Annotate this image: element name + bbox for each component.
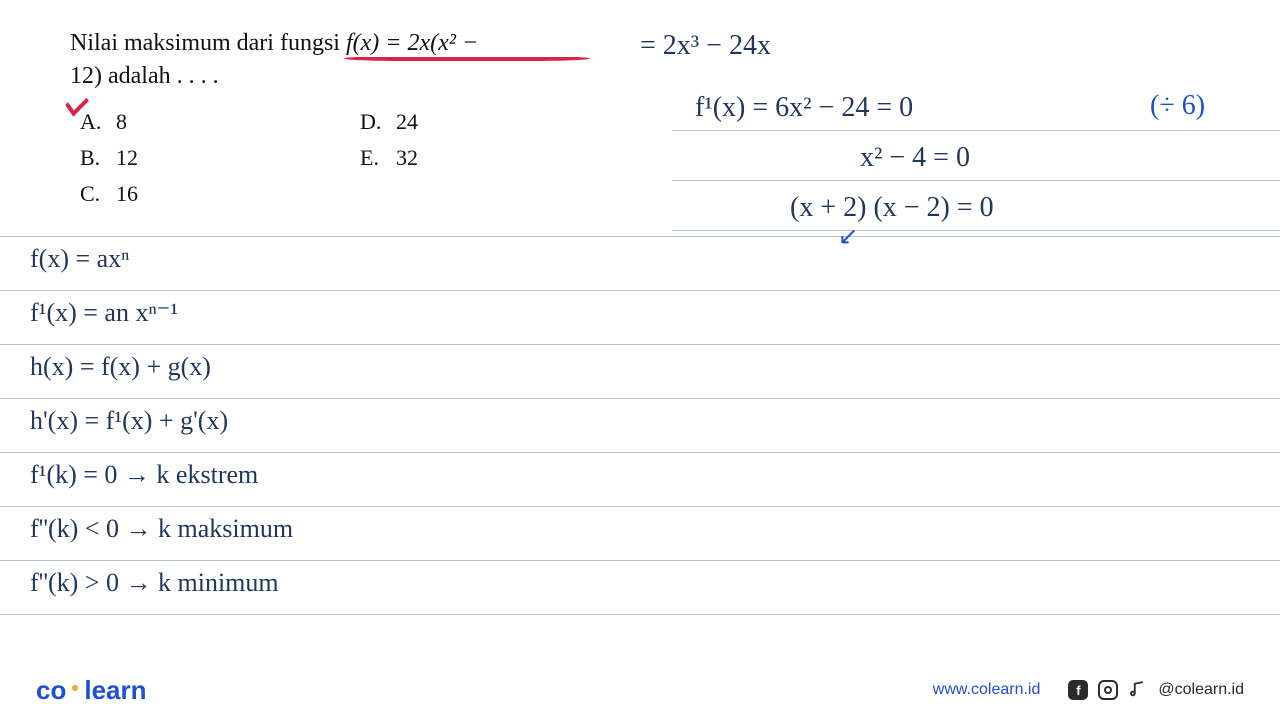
- rule-line-right: [672, 180, 1280, 181]
- instagram-icon: [1098, 680, 1118, 700]
- rule-line-right: [672, 230, 1280, 231]
- rule-line-right: [672, 130, 1280, 131]
- option-c: C.16: [80, 176, 138, 212]
- work-right-line-2: f¹(x) = 6x² − 24 = 0: [695, 92, 913, 124]
- option-a: A.8: [80, 104, 138, 140]
- work-right-arrow: ↙: [838, 222, 858, 251]
- logo-dot-icon: [72, 685, 78, 691]
- logo-learn: learn: [84, 675, 146, 706]
- option-b-value: 12: [116, 140, 138, 176]
- option-d-value: 24: [396, 104, 418, 140]
- work-right-line-2-note: (÷ 6): [1150, 90, 1205, 122]
- option-a-value: 8: [116, 104, 127, 140]
- work-left-4: h'(x) = f¹(x) + g'(x): [30, 406, 228, 436]
- site-url: www.colearn.id: [933, 681, 1041, 699]
- social-links: f @colearn.id: [1068, 680, 1244, 700]
- work-right-2-text: f¹(x) = 6x² − 24 = 0: [695, 92, 913, 123]
- social-handle: @colearn.id: [1158, 681, 1244, 699]
- option-c-value: 16: [116, 176, 138, 212]
- options-col-2: D.24 E.32: [360, 104, 418, 176]
- rule-line: [0, 344, 1280, 345]
- option-e-value: 32: [396, 140, 418, 176]
- facebook-icon: f: [1068, 680, 1088, 700]
- work-left-7-text: f''(k) > 0 → k minimum: [30, 568, 279, 597]
- question-line2-text: 12) adalah . . . .: [70, 63, 219, 89]
- work-right-4-text: (x + 2) (x − 2) = 0: [790, 192, 994, 223]
- work-left-4-text: h'(x) = f¹(x) + g'(x): [30, 406, 228, 435]
- work-left-7: f''(k) > 0 → k minimum: [30, 568, 279, 598]
- rule-line: [0, 614, 1280, 615]
- red-underline: [344, 56, 590, 61]
- rule-line: [0, 506, 1280, 507]
- option-b: B.12: [80, 140, 138, 176]
- work-left-5: f¹(k) = 0 → k ekstrem: [30, 460, 258, 490]
- work-left-6: f''(k) < 0 → k maksimum: [30, 514, 293, 544]
- rule-line: [0, 398, 1280, 399]
- rule-line: [0, 452, 1280, 453]
- rule-line: [0, 290, 1280, 291]
- work-left-3-text: h(x) = f(x) + g(x): [30, 352, 211, 381]
- rule-line: [0, 560, 1280, 561]
- rule-line: [0, 236, 1280, 237]
- work-left-1: f(x) = axⁿ: [30, 244, 129, 274]
- work-left-1-text: f(x) = axⁿ: [30, 244, 129, 273]
- tiktok-icon: [1128, 680, 1148, 700]
- work-left-6-text: f''(k) < 0 → k maksimum: [30, 514, 293, 543]
- work-right-arrow-glyph: ↙: [838, 224, 858, 250]
- work-left-5-text: f¹(k) = 0 → k ekstrem: [30, 460, 258, 489]
- work-right-line-3: x² − 4 = 0: [860, 142, 970, 174]
- question-text-prefix: Nilai maksimum dari fungsi: [70, 30, 346, 56]
- question-func: f(x) = 2x(x² −: [346, 30, 478, 56]
- footer: co learn www.colearn.id f @colearn.id: [0, 660, 1280, 720]
- work-left-3: h(x) = f(x) + g(x): [30, 352, 211, 382]
- question-line-1: Nilai maksimum dari fungsi f(x) = 2x(x² …: [70, 30, 590, 57]
- work-right-2-note-text: (÷ 6): [1150, 90, 1205, 121]
- logo-co: co: [36, 675, 66, 706]
- work-right-1-text: = 2x³ − 24x: [640, 30, 771, 61]
- question-line-2: 12) adalah . . . .: [70, 63, 590, 90]
- work-right-3-text: x² − 4 = 0: [860, 142, 970, 173]
- work-left-2-text: f¹(x) = an xⁿ⁻¹: [30, 298, 178, 327]
- brand-logo: co learn: [36, 675, 147, 706]
- work-right-line-1: = 2x³ − 24x: [640, 30, 771, 62]
- work-left-2: f¹(x) = an xⁿ⁻¹: [30, 298, 178, 328]
- option-e: E.32: [360, 140, 418, 176]
- options-col-1: A.8 B.12 C.16: [80, 104, 138, 212]
- option-d: D.24: [360, 104, 418, 140]
- work-right-line-4: (x + 2) (x − 2) = 0: [790, 192, 994, 224]
